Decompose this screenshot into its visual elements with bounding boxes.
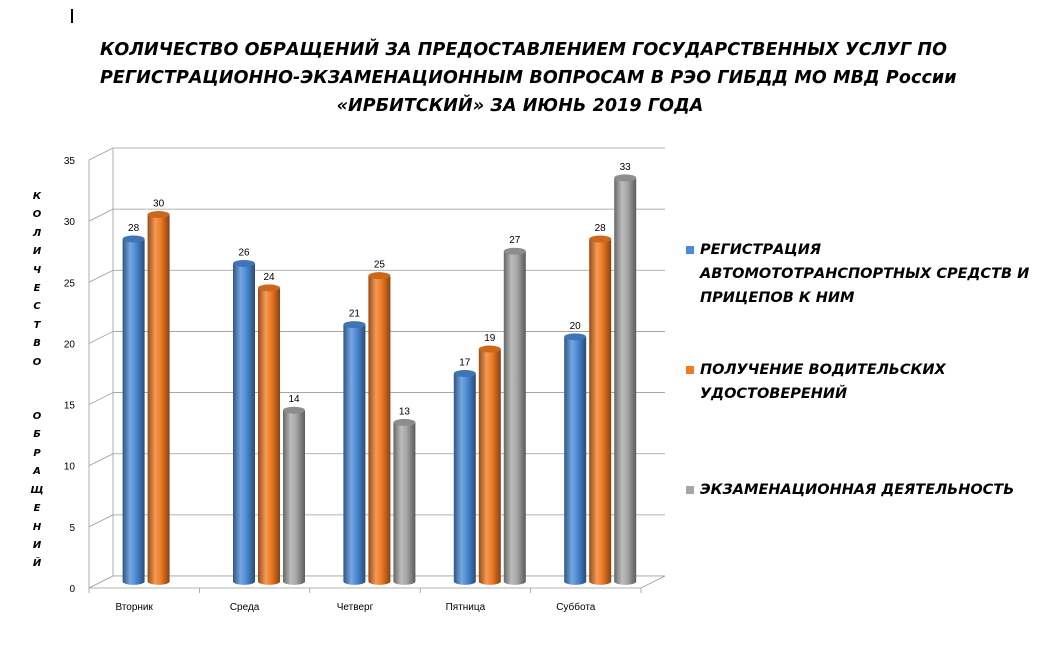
bar bbox=[393, 422, 416, 585]
y-tick-label: 10 bbox=[64, 462, 76, 473]
bar bbox=[147, 214, 170, 585]
x-tick-label: Среда bbox=[230, 602, 260, 613]
bar-top bbox=[283, 406, 305, 414]
bar-top bbox=[453, 370, 476, 378]
bar bbox=[503, 251, 526, 585]
bar-top bbox=[589, 235, 612, 243]
bar-top bbox=[233, 259, 255, 267]
bar-top bbox=[343, 321, 366, 329]
data-label: 26 bbox=[238, 247, 250, 258]
gridline-side bbox=[88, 453, 114, 467]
chart-title: КОЛИЧЕСТВО ОБРАЩЕНИЙ ЗА ПРЕДОСТАВЛЕНИЕМ … bbox=[100, 36, 957, 120]
bar bbox=[233, 263, 255, 585]
bar bbox=[368, 275, 391, 585]
data-label: 17 bbox=[459, 358, 471, 369]
gridline-side bbox=[88, 208, 114, 222]
gridline-side bbox=[88, 331, 114, 344]
gridline-side bbox=[88, 147, 114, 161]
x-tick-label: Суббота bbox=[556, 601, 596, 613]
data-label: 33 bbox=[620, 162, 632, 173]
gridline-side bbox=[88, 269, 114, 283]
data-label: 28 bbox=[595, 223, 607, 234]
bar-top bbox=[368, 272, 391, 280]
x-tick-label: Пятница bbox=[446, 602, 486, 613]
chart-title-line-3: «ИРБИТСКИЙ» ЗА ИЮНЬ 2019 ГОДА bbox=[336, 96, 704, 116]
legend-label: ПОЛУЧЕНИЕ ВОДИТЕЛЬСКИХ УДОСТОВЕРЕНИЙ bbox=[700, 362, 946, 402]
gridline-side bbox=[88, 392, 114, 405]
bar-top bbox=[147, 211, 170, 219]
y-tick-label: 30 bbox=[64, 217, 76, 228]
data-label: 28 bbox=[128, 223, 140, 234]
data-label: 14 bbox=[288, 394, 300, 405]
y-tick-label: 5 bbox=[69, 523, 75, 534]
bar bbox=[614, 177, 637, 585]
bar-top bbox=[503, 247, 526, 255]
data-label: 19 bbox=[484, 333, 496, 344]
bar-top bbox=[614, 174, 637, 182]
bar bbox=[122, 239, 145, 585]
data-label: 25 bbox=[374, 260, 386, 271]
y-tick-label: 25 bbox=[64, 278, 76, 289]
legend-swatch bbox=[686, 366, 694, 374]
bar bbox=[283, 410, 305, 585]
chart-title-line-2: РЕГИСТРАЦИОННО-ЭКЗАМЕНАЦИОННЫМ ВОПРОСАМ … bbox=[100, 68, 957, 88]
bar bbox=[453, 373, 476, 585]
bar bbox=[589, 239, 612, 585]
legend-label: ЭКЗАМЕНАЦИОННАЯ ДЕЯТЕЛЬНОСТЬ bbox=[700, 482, 1015, 498]
chart-title-line-1: КОЛИЧЕСТВО ОБРАЩЕНИЙ ЗА ПРЕДОСТАВЛЕНИЕМ … bbox=[100, 40, 948, 60]
data-label: 21 bbox=[349, 309, 361, 320]
bar-top bbox=[122, 235, 145, 243]
bar-top bbox=[478, 345, 501, 353]
gridline-side bbox=[88, 514, 114, 528]
legend-swatch bbox=[686, 486, 694, 494]
bar bbox=[343, 324, 366, 585]
bar bbox=[258, 287, 280, 585]
y-tick-label: 35 bbox=[64, 156, 76, 167]
bar-top bbox=[564, 333, 587, 341]
x-tick-label: Вторник bbox=[115, 602, 153, 613]
bar bbox=[564, 336, 587, 585]
data-label: 27 bbox=[509, 235, 521, 246]
bar bbox=[478, 349, 501, 585]
text-cursor bbox=[71, 9, 73, 23]
legend-swatch bbox=[686, 246, 694, 254]
y-tick-label: 15 bbox=[64, 401, 76, 412]
y-tick-label: 20 bbox=[64, 339, 76, 350]
y-tick-label: 0 bbox=[69, 584, 75, 595]
data-label: 13 bbox=[399, 406, 411, 417]
data-label: 30 bbox=[153, 199, 165, 210]
x-tick-label: Четверг bbox=[337, 602, 374, 613]
bar-top bbox=[393, 418, 416, 426]
data-label: 20 bbox=[570, 321, 582, 332]
data-label: 24 bbox=[263, 272, 275, 283]
legend-label: РЕГИСТРАЦИЯ АВТОМОТОТРАНСПОРТНЫХ СРЕДСТВ… bbox=[700, 242, 1030, 306]
bar-top bbox=[258, 284, 280, 292]
